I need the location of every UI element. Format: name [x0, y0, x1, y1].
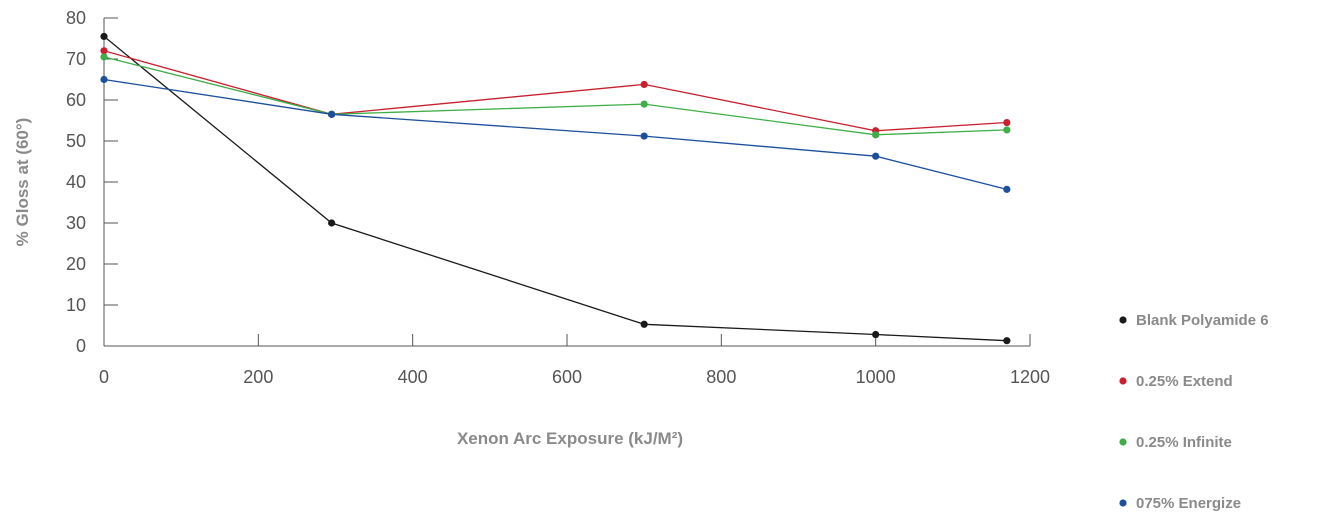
- y-tick-label: 40: [66, 172, 86, 192]
- x-tick-label: 1000: [856, 367, 896, 387]
- legend: Blank Polyamide 6 0.25% Extend 0.25% Infin…: [1119, 312, 1269, 512]
- data-point: [328, 219, 336, 227]
- data-point: [872, 152, 880, 160]
- data-point: [100, 47, 108, 55]
- y-tick-label: 10: [66, 295, 86, 315]
- legend-label: 075% Energize: [1136, 495, 1241, 512]
- data-point: [328, 110, 336, 118]
- series-2: [100, 53, 1011, 139]
- legend-label: 0.25% Infinite: [1136, 434, 1232, 451]
- y-tick-label: 70: [66, 49, 86, 69]
- data-point: [640, 80, 648, 89]
- series-line: [103, 35, 1007, 342]
- data-point: [1003, 126, 1011, 134]
- y-tick-label: 50: [66, 131, 86, 151]
- data-point: [1003, 118, 1011, 127]
- data-point: [100, 53, 108, 61]
- y-axis-title: % Gloss at (60°): [13, 118, 32, 247]
- x-tick-label: 800: [706, 367, 736, 387]
- x-axis-title: Xenon Arc Exposure (kJ/M²): [457, 429, 683, 448]
- y-tick-label: 20: [66, 254, 86, 274]
- data-point: [640, 132, 648, 140]
- series-line: [103, 56, 1007, 136]
- data-point: [872, 131, 880, 139]
- data-point: [872, 330, 880, 339]
- x-tick-label: 1200: [1010, 367, 1050, 387]
- data-point: [640, 320, 648, 328]
- y-tick-label: 80: [66, 8, 86, 28]
- legend-label: 0.25% Extend: [1136, 373, 1233, 390]
- legend-item: 0.25% Infinite: [1119, 434, 1232, 451]
- legend-item: 075% Energize: [1119, 495, 1241, 512]
- data-point: [640, 100, 648, 108]
- data-point: [100, 75, 108, 84]
- legend-marker: [1119, 438, 1127, 446]
- series-layer: [100, 32, 1011, 345]
- data-point: [100, 32, 108, 41]
- legend-label: Blank Polyamide 6: [1136, 312, 1269, 329]
- legend-item: Blank Polyamide 6: [1119, 312, 1269, 329]
- legend-marker: [1119, 316, 1127, 324]
- series-3: [100, 75, 1011, 193]
- y-tick-label: 0: [76, 336, 86, 356]
- y-tick-label: 60: [66, 90, 86, 110]
- series-0: [100, 32, 1011, 345]
- x-tick-label: 600: [552, 367, 582, 387]
- x-tick-label: 400: [398, 367, 428, 387]
- y-tick-label: 30: [66, 213, 86, 233]
- data-point: [1003, 337, 1011, 345]
- data-point: [1003, 185, 1011, 193]
- legend-marker: [1119, 377, 1127, 385]
- legend-marker: [1119, 499, 1127, 507]
- x-tick-label: 0: [99, 367, 109, 387]
- x-tick-label: 200: [243, 367, 273, 387]
- legend-item: 0.25% Extend: [1119, 373, 1233, 390]
